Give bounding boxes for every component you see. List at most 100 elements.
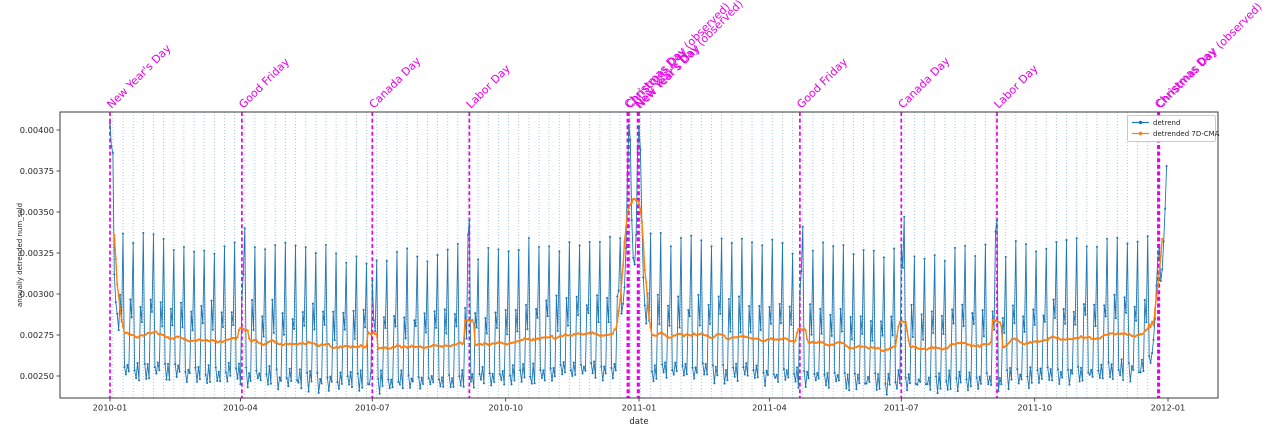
data-point: [1108, 376, 1112, 379]
data-point: [578, 244, 581, 247]
cma-point: [562, 334, 565, 337]
data-point: [761, 244, 764, 247]
cma-point: [626, 213, 629, 216]
data-point: [248, 372, 251, 375]
data-point: [148, 377, 151, 380]
data-point: [649, 232, 652, 235]
data-point: [316, 371, 319, 374]
cma-point: [358, 345, 361, 348]
holiday-label: Christmas Day (observed): [1154, 0, 1265, 111]
data-point: [803, 370, 806, 373]
data-point: [319, 378, 322, 381]
data-point: [926, 383, 929, 386]
data-point: [527, 236, 530, 240]
data-point: [830, 334, 833, 337]
cma-point: [1152, 323, 1155, 326]
data-point: [737, 295, 741, 298]
data-point: [678, 326, 681, 329]
data-point: [262, 335, 265, 338]
cma-point: [906, 329, 909, 332]
data-point: [937, 372, 941, 375]
data-point: [450, 377, 454, 380]
data-point: [759, 329, 762, 332]
data-point: [703, 373, 706, 376]
data-point: [903, 215, 906, 218]
cma-point: [842, 342, 845, 345]
cma-point: [120, 318, 123, 321]
data-point: [850, 338, 854, 341]
data-point: [1017, 382, 1020, 385]
cma-point: [645, 281, 648, 284]
cma-point: [978, 346, 981, 349]
x-tick-label: 2011-07: [884, 403, 919, 413]
cma-point: [1156, 284, 1159, 287]
data-point: [519, 369, 522, 372]
data-point: [797, 386, 800, 389]
data-point: [917, 378, 920, 381]
data-point: [1056, 368, 1059, 371]
cma-point: [793, 341, 796, 344]
data-point: [595, 294, 599, 297]
cma-point: [279, 342, 283, 345]
data-point: [714, 365, 717, 368]
data-point: [353, 337, 356, 340]
series-detrended-7d-cma: [113, 197, 1164, 352]
data-point: [743, 373, 746, 376]
cma-point: [648, 317, 651, 320]
data-point: [395, 250, 399, 254]
data-point: [123, 365, 126, 368]
y-tick-label: 0.00300: [20, 289, 54, 299]
cma-point: [571, 334, 574, 337]
data-point: [611, 377, 614, 380]
data-point: [293, 327, 296, 330]
data-point: [358, 389, 361, 392]
data-point: [337, 387, 341, 390]
data-point: [872, 249, 875, 252]
data-point: [575, 295, 578, 298]
data-point: [1026, 375, 1029, 378]
data-point: [1081, 379, 1084, 382]
cma-point: [664, 333, 667, 336]
data-point: [393, 314, 396, 318]
data-point: [730, 242, 733, 245]
data-point: [471, 373, 474, 376]
data-point: [750, 241, 754, 244]
data-point: [687, 308, 690, 312]
data-point: [517, 249, 520, 252]
data-point: [274, 244, 277, 247]
data-point: [636, 148, 639, 151]
data-point: [752, 369, 755, 372]
data-point: [298, 368, 301, 371]
data-point: [165, 378, 168, 381]
data-point: [943, 259, 946, 263]
data-point: [265, 373, 268, 376]
cma-point: [119, 307, 122, 311]
data-point: [129, 298, 132, 301]
data-point: [1023, 330, 1026, 333]
data-point: [281, 312, 284, 315]
cma-point: [895, 335, 899, 338]
data-point: [446, 248, 449, 251]
data-point: [981, 309, 984, 312]
data-point: [837, 379, 841, 382]
data-point: [153, 366, 156, 369]
data-point: [613, 363, 616, 366]
data-point: [1051, 379, 1054, 382]
data-point: [826, 372, 829, 375]
data-point: [135, 377, 138, 380]
data-point: [159, 301, 162, 304]
cma-point: [1000, 324, 1003, 327]
cma-point: [126, 331, 129, 334]
data-point: [413, 319, 416, 322]
data-point: [472, 386, 475, 389]
cma-point: [633, 198, 636, 201]
data-point: [906, 389, 909, 392]
cma-point: [923, 347, 926, 350]
x-tick-label: 2011-10: [1017, 403, 1052, 413]
data-point: [701, 362, 704, 365]
data-point: [1049, 368, 1052, 371]
data-point: [453, 313, 456, 316]
cma-point: [394, 345, 397, 348]
data-point: [482, 382, 485, 385]
cma-point: [114, 258, 117, 261]
